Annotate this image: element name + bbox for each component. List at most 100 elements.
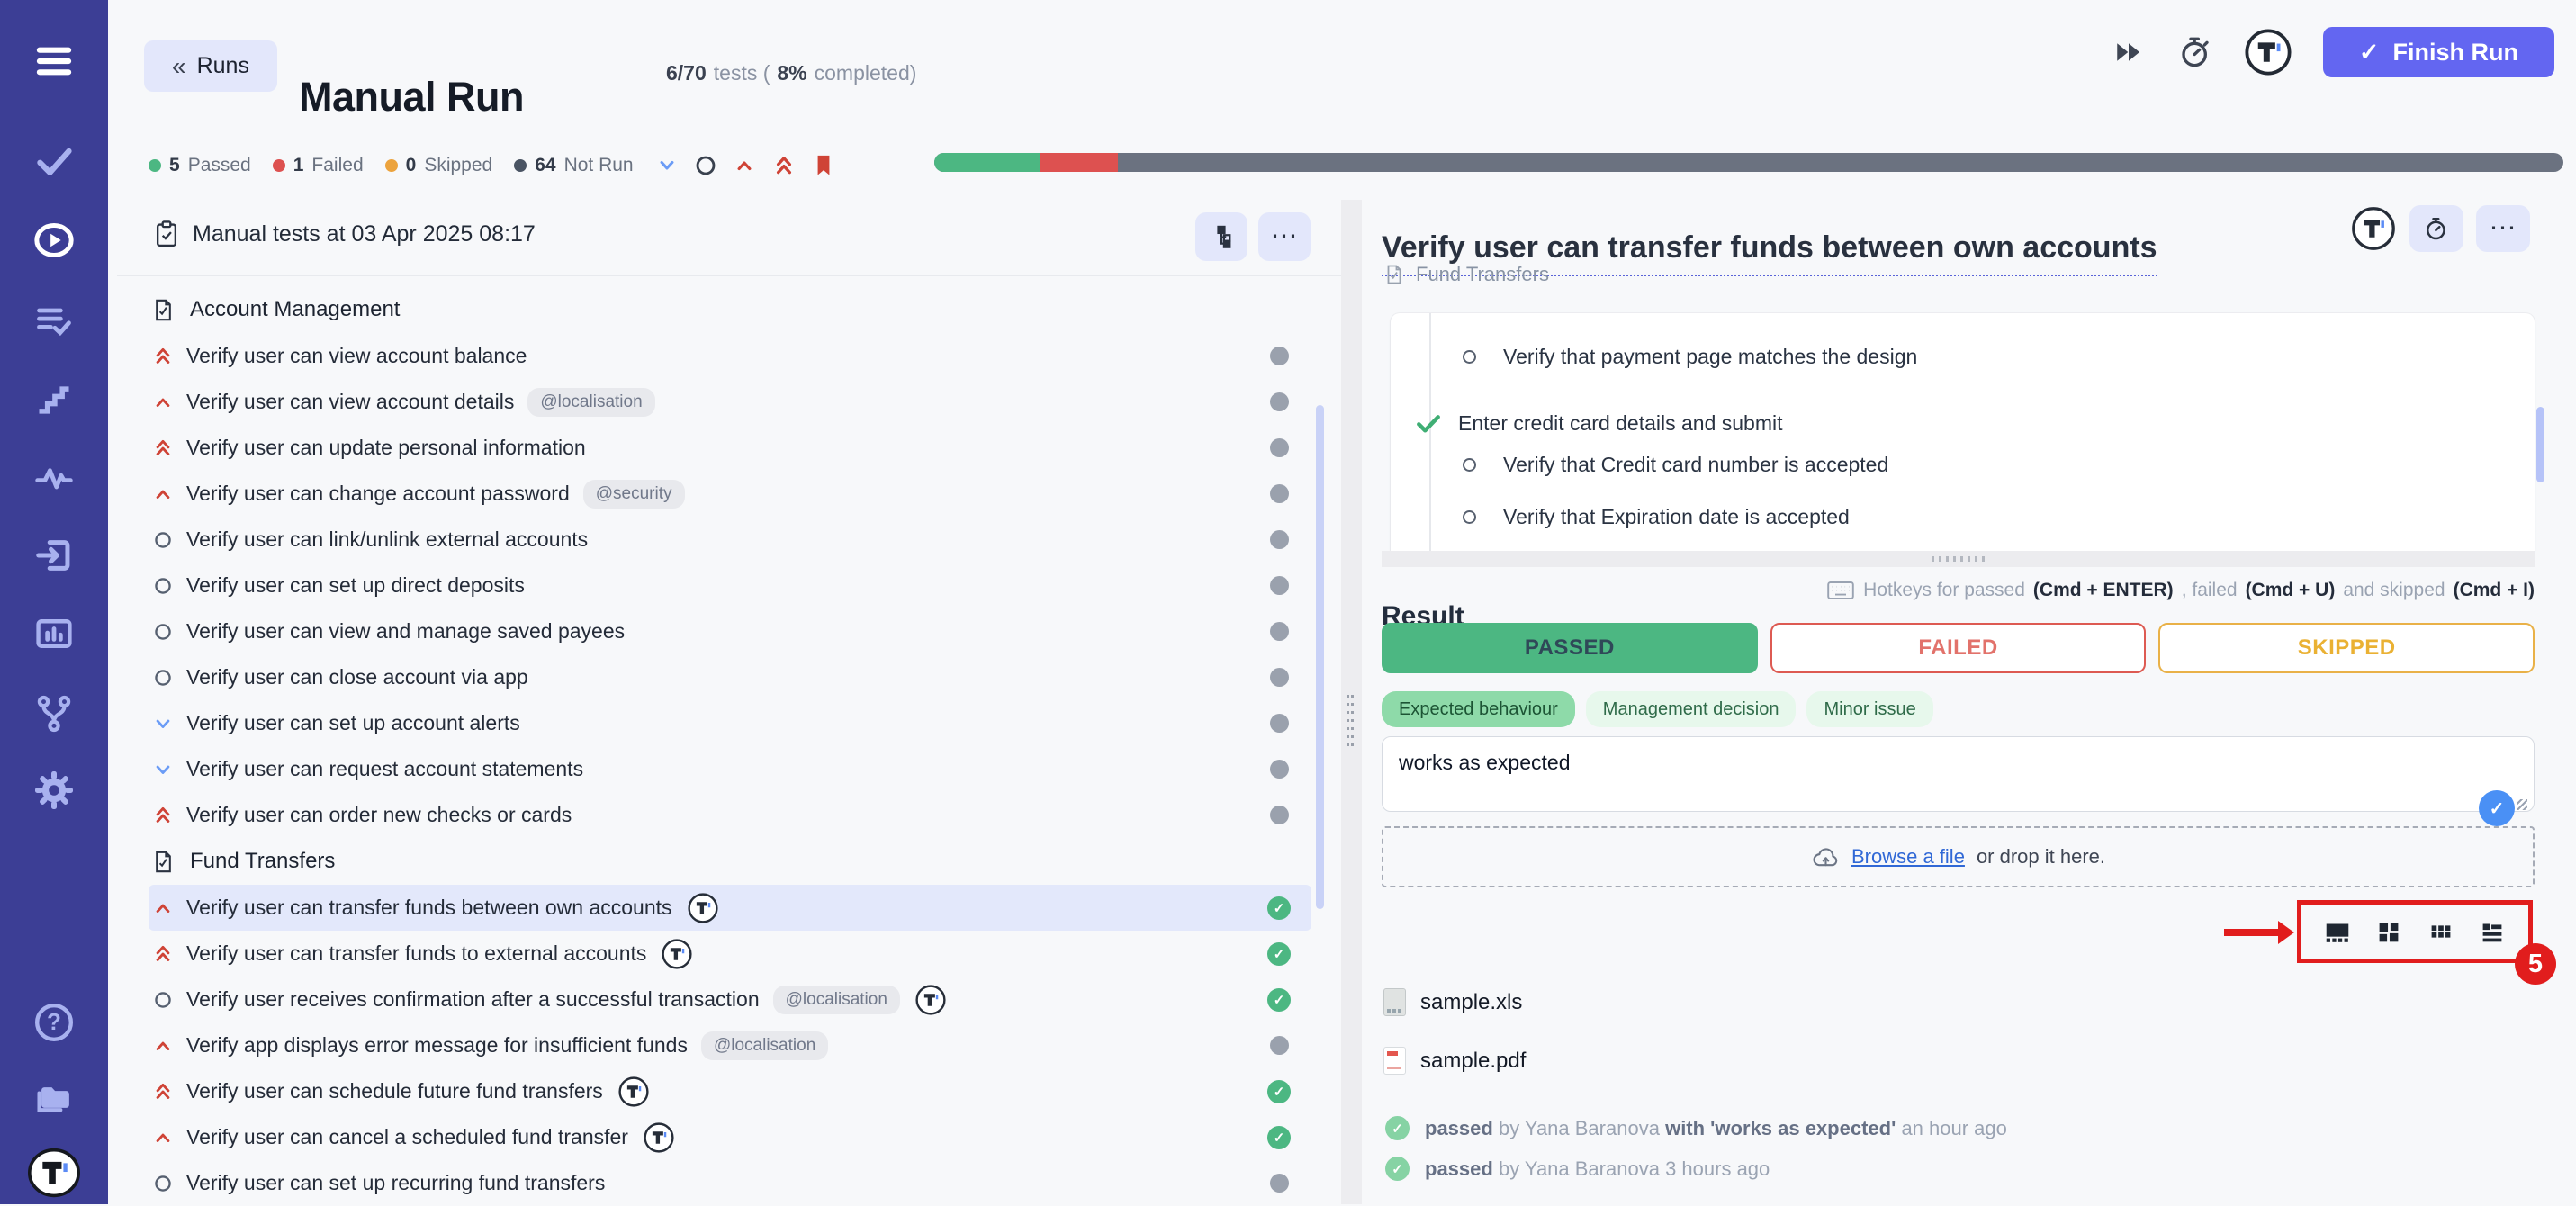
timer-button[interactable] bbox=[2409, 205, 2463, 252]
test-row[interactable]: Verify user can view account details @lo… bbox=[149, 379, 1311, 425]
history-time: an hour ago bbox=[1901, 1116, 2007, 1139]
result-tag-minor-issue[interactable]: Minor issue bbox=[1806, 691, 1933, 727]
test-list-scrollbar[interactable] bbox=[1316, 405, 1324, 909]
priority-normal-icon bbox=[155, 1174, 171, 1192]
back-to-runs-button[interactable]: « Runs bbox=[144, 40, 277, 92]
test-row[interactable]: Verify user can order new checks or card… bbox=[149, 792, 1311, 838]
passed-check-icon: ✓ bbox=[1385, 1156, 1410, 1181]
result-tag-management-decision[interactable]: Management decision bbox=[1585, 691, 1797, 727]
import-icon[interactable] bbox=[32, 535, 76, 576]
test-plans-icon[interactable] bbox=[33, 301, 75, 340]
tutorial-highlight-box bbox=[2297, 900, 2533, 963]
browse-file-link[interactable]: Browse a file bbox=[1851, 845, 1965, 868]
testomat-avatar[interactable] bbox=[2244, 28, 2292, 76]
breadcrumb[interactable]: Fund Transfers bbox=[1383, 263, 1549, 286]
runs-play-icon[interactable] bbox=[32, 220, 76, 261]
test-row[interactable]: Verify user can view and manage saved pa… bbox=[149, 608, 1311, 654]
test-row[interactable]: Verify user can request account statemen… bbox=[149, 746, 1311, 792]
filter-bookmark-icon[interactable] bbox=[812, 153, 835, 178]
pulse-activity-icon[interactable] bbox=[32, 457, 76, 497]
attachment-xls[interactable]: sample.xls bbox=[1383, 988, 1522, 1016]
filter-highest-priority-icon[interactable] bbox=[771, 153, 797, 178]
test-row[interactable]: Verify user can update personal informat… bbox=[149, 425, 1311, 471]
question-glyph: ? bbox=[47, 1007, 61, 1035]
test-row[interactable]: Verify user can change account password … bbox=[149, 471, 1311, 517]
list-more-button[interactable]: ⋯ bbox=[1258, 212, 1311, 261]
testomat-logo[interactable] bbox=[26, 1147, 82, 1199]
test-row[interactable]: Verify user can set up direct deposits bbox=[149, 562, 1311, 608]
result-comment-input[interactable]: works as expected bbox=[1382, 736, 2535, 812]
test-row[interactable]: Verify app displays error message for in… bbox=[149, 1022, 1311, 1068]
steps-scrollbar[interactable] bbox=[2536, 407, 2544, 482]
history-entry: ✓ passed by Yana Baranova 3 hours ago bbox=[1385, 1156, 1770, 1181]
attachment-pdf[interactable]: sample.pdf bbox=[1383, 1047, 1526, 1075]
file-dropzone[interactable]: Browse a file or drop it here. bbox=[1382, 826, 2535, 887]
test-row[interactable]: Verify user can close account via app bbox=[149, 654, 1311, 700]
projects-folder-icon[interactable] bbox=[32, 1078, 76, 1118]
settings-gear-icon[interactable] bbox=[32, 769, 76, 812]
group-view-button[interactable] bbox=[1195, 212, 1247, 261]
drop-hint: or drop it here. bbox=[1976, 845, 2106, 868]
panel-resize-handle[interactable] bbox=[1347, 690, 1354, 746]
check-icon: ✓ bbox=[2358, 38, 2380, 66]
result-tag-options: Expected behaviour Management decision M… bbox=[1382, 691, 1933, 727]
submit-comment-button[interactable]: ✓ bbox=[2479, 790, 2515, 826]
test-row[interactable]: Verify user receives confirmation after … bbox=[149, 976, 1311, 1022]
test-row[interactable]: Verify user can link/unlink external acc… bbox=[149, 517, 1311, 562]
failed-button[interactable]: FAILED bbox=[1770, 623, 2147, 673]
test-list-panel: Manual tests at 03 Apr 2025 08:17 ⋯ Acco… bbox=[117, 198, 1341, 1204]
test-row-selected[interactable]: Verify user can transfer funds between o… bbox=[149, 885, 1311, 931]
legend-skipped: 0 Skipped bbox=[384, 155, 493, 176]
hotkeys-prefix: Hotkeys for passed bbox=[1863, 580, 2025, 600]
textarea-resize-handle[interactable] bbox=[2517, 799, 2527, 810]
test-steps-card[interactable]: Verify that Payment page loads Verify th… bbox=[1391, 313, 2535, 551]
grid-view-icon[interactable] bbox=[2373, 916, 2404, 947]
priority-high-icon bbox=[156, 398, 170, 407]
menu-icon[interactable] bbox=[33, 43, 75, 79]
steps-resize-bar[interactable] bbox=[1382, 551, 2535, 567]
filter-normal-priority-icon[interactable] bbox=[694, 154, 717, 177]
tests-check-icon[interactable] bbox=[33, 140, 75, 180]
suite-header-account-management[interactable]: Account Management bbox=[117, 286, 1341, 333]
git-branch-icon[interactable] bbox=[33, 693, 75, 734]
passed-button[interactable]: PASSED bbox=[1382, 623, 1758, 673]
milestones-steps-icon[interactable] bbox=[33, 380, 75, 419]
hotkey-passed: (Cmd + ENTER) bbox=[2032, 580, 2174, 600]
test-title: Verify user can link/unlink external acc… bbox=[186, 527, 589, 551]
back-to-runs-label: Runs bbox=[196, 53, 249, 78]
analytics-chart-icon[interactable] bbox=[33, 614, 75, 653]
status-dot-notrun bbox=[1270, 530, 1289, 549]
test-row[interactable]: Verify user can set up account alerts bbox=[149, 700, 1311, 746]
filter-high-priority-icon[interactable] bbox=[733, 154, 756, 177]
check-icon: ✓ bbox=[2489, 798, 2505, 819]
fast-forward-icon[interactable] bbox=[2111, 36, 2147, 68]
history-time: 3 hours ago bbox=[1665, 1156, 1770, 1180]
skipped-button[interactable]: SKIPPED bbox=[2158, 623, 2535, 673]
filter-low-priority-icon[interactable] bbox=[655, 154, 679, 177]
page-title: Manual Run bbox=[299, 74, 525, 121]
test-list: Account Management Verify user can view … bbox=[117, 286, 1341, 1206]
finish-run-button[interactable]: ✓ Finish Run bbox=[2322, 27, 2554, 77]
timer-icon[interactable] bbox=[2177, 34, 2213, 70]
list-view-icon[interactable] bbox=[2477, 916, 2508, 947]
attachment-name: sample.pdf bbox=[1420, 1048, 1527, 1073]
test-row[interactable]: Verify user can set up recurring fund tr… bbox=[149, 1160, 1311, 1206]
test-row[interactable]: Verify user can view account balance bbox=[149, 333, 1311, 379]
small-grid-view-icon[interactable] bbox=[2426, 916, 2456, 947]
suite-header-fund-transfers[interactable]: Fund Transfers bbox=[117, 838, 1341, 885]
result-tag-expected-behaviour[interactable]: Expected behaviour bbox=[1382, 691, 1575, 727]
check-icon: ✓ bbox=[1273, 900, 1285, 916]
priority-normal-icon bbox=[155, 531, 171, 548]
passed-label: Passed bbox=[187, 155, 251, 176]
progress-passed-segment bbox=[934, 153, 1040, 172]
legend-failed: 1 Failed bbox=[272, 155, 364, 176]
skipped-label: Skipped bbox=[424, 155, 493, 176]
test-row[interactable]: Verify user can schedule future fund tra… bbox=[149, 1068, 1311, 1114]
passed-check-icon: ✓ bbox=[1385, 1116, 1410, 1140]
detail-more-button[interactable]: ⋯ bbox=[2476, 205, 2530, 252]
large-view-icon[interactable] bbox=[2322, 916, 2353, 947]
test-row[interactable]: Verify user can transfer funds to extern… bbox=[149, 931, 1311, 976]
help-icon[interactable]: ? bbox=[32, 1001, 76, 1044]
test-row[interactable]: Verify user can cancel a scheduled fund … bbox=[149, 1114, 1311, 1160]
check-icon: ✓ bbox=[1392, 1120, 1403, 1137]
